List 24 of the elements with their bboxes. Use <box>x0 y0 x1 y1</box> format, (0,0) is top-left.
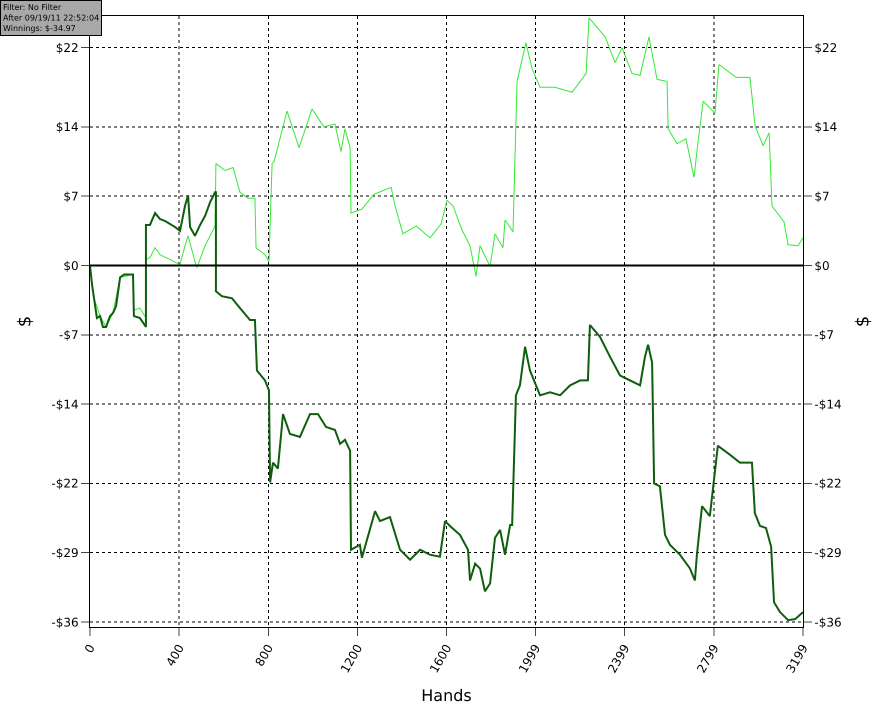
y2-tick-label: $22 <box>814 40 838 55</box>
line-series <box>90 191 803 622</box>
x-axis-title: Hands <box>421 686 472 706</box>
y2-tick-label: -$36 <box>814 615 842 630</box>
y2-tick-label: $14 <box>814 120 838 134</box>
y2-tick-label: -$29 <box>814 546 842 560</box>
y-tick-label: -$36 <box>51 615 79 630</box>
y-tick-label: -$14 <box>51 397 79 412</box>
y-tick-label: $0 <box>63 258 79 273</box>
y-tick-label: -$22 <box>51 476 79 491</box>
y-tick-label: $7 <box>63 189 79 204</box>
y2-tick-label: -$7 <box>814 328 834 342</box>
y-tick-label: $14 <box>56 120 79 134</box>
y2-tick-label: -$22 <box>814 476 842 491</box>
y-tick-label: $22 <box>56 40 79 55</box>
y-tick-label: -$7 <box>58 328 79 342</box>
y2-axis-title: $ <box>852 316 874 328</box>
y2-tick-label: $0 <box>814 258 830 273</box>
y2-tick-label: $7 <box>814 189 830 204</box>
y-axis-title: $ <box>14 316 36 328</box>
x-tick-label: 0 <box>82 642 98 656</box>
y2-tick-label: -$14 <box>814 397 842 412</box>
annotation: Filter: No Filter After 09/19/11 22:52:04 Winnings: $-34.97 <box>3 3 100 33</box>
y-tick-label: -$29 <box>51 546 79 560</box>
